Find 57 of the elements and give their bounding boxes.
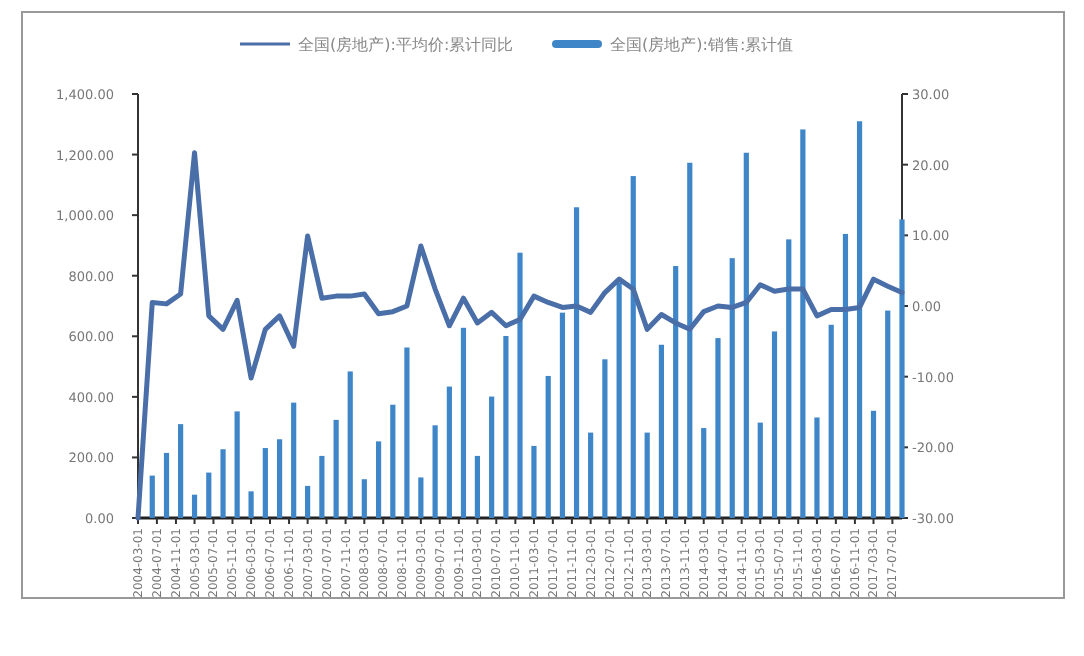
bar [291,402,297,518]
bar [517,252,523,518]
bar [220,449,226,518]
bar [460,327,467,518]
bar [588,432,594,518]
bar [573,207,580,518]
bar [729,258,735,518]
bar [870,410,877,518]
bar [701,428,707,518]
bar [786,239,792,518]
bar [404,347,410,518]
bar [800,129,806,518]
bar [771,331,778,518]
bar [248,491,254,518]
legend-label: 全国(房地产):平均价:累计同比 [298,36,514,54]
bar [687,162,693,518]
bar [361,479,367,518]
bar [206,472,212,518]
bar [432,425,438,518]
bar [644,432,650,518]
bar [178,424,184,518]
bar [616,282,622,518]
bar [262,448,268,518]
bar [503,335,509,518]
bar [715,338,721,518]
bar [191,494,198,518]
bar [559,312,566,518]
bar [545,375,551,518]
bar [347,371,353,518]
bar [319,455,325,518]
bar [305,485,311,518]
bar [743,152,749,518]
bar [418,477,424,518]
bar [828,324,834,518]
bar [333,419,339,518]
bar [885,310,891,518]
bar [149,475,155,518]
bar [814,417,820,518]
bar [630,176,636,518]
bar [856,121,863,518]
bar [163,452,170,518]
line-series [135,150,905,521]
bar [489,396,495,518]
bar [531,445,537,518]
bar [276,439,283,518]
bar [390,404,396,518]
legend-label: 全国(房地产):销售:累计值 [610,36,794,54]
bar [757,422,763,518]
bar [899,219,905,518]
bar [602,359,608,518]
bar [446,386,452,518]
bar [673,266,679,518]
bar [474,455,480,518]
bar [658,344,665,518]
bar [375,441,382,518]
bar [842,233,849,518]
bar [234,411,240,518]
